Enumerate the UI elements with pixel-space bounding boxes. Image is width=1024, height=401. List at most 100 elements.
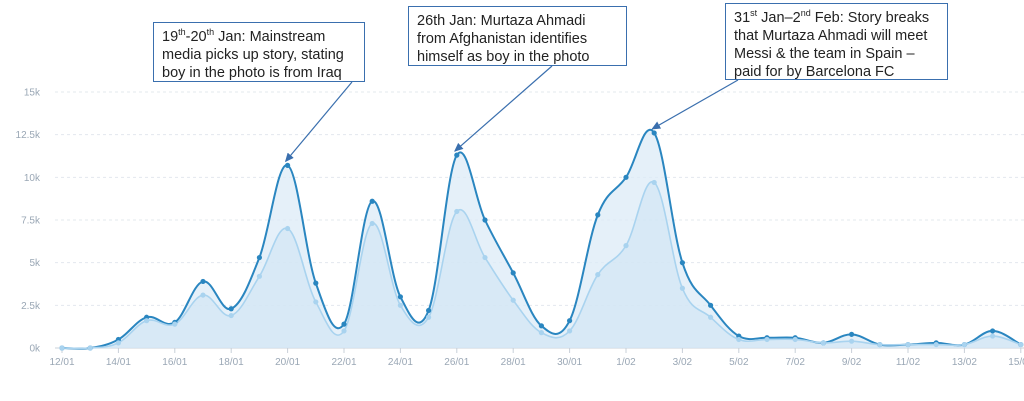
- series-2-point: [849, 338, 855, 344]
- y-tick-label: 15k: [24, 88, 41, 99]
- annotation-arrow: [651, 79, 739, 130]
- series-2-point: [144, 318, 150, 324]
- y-tick-label: 12.5k: [16, 130, 41, 141]
- series-2-area: [62, 181, 1021, 349]
- annotation-3-mid: Jan–2: [757, 10, 801, 26]
- series-2-point: [905, 341, 911, 348]
- x-tick-label: 5/02: [729, 357, 749, 368]
- annotation-2-text: 26th Jan: Murtaza Ahmadi from Afghanista…: [417, 13, 590, 65]
- y-tick-label: 0k: [29, 344, 41, 355]
- series-2-point: [397, 302, 403, 308]
- series-1-point: [708, 302, 714, 308]
- series-1-point: [426, 307, 432, 314]
- series-1-point: [651, 130, 657, 136]
- series-2-point: [679, 285, 686, 291]
- series-2-point: [877, 341, 883, 348]
- series-2-point: [369, 220, 375, 227]
- series-1-point: [397, 294, 403, 300]
- annotation-1-prefix: 19: [162, 29, 179, 45]
- annotation-arrows: [284, 65, 739, 163]
- series-1-point: [482, 217, 488, 223]
- x-tick-label: 3/02: [673, 357, 693, 368]
- series-2-point: [736, 336, 742, 343]
- series-2-point: [341, 328, 347, 334]
- annotation-1-sup2: th: [206, 27, 215, 38]
- x-tick-label: 11/02: [896, 357, 921, 368]
- series-1-point: [313, 280, 319, 286]
- y-tick-label: 7.5k: [21, 216, 41, 227]
- series-2-point: [482, 254, 488, 261]
- series-2-point: [990, 333, 996, 339]
- series-2-point: [59, 345, 65, 351]
- series-2-point: [172, 321, 178, 327]
- x-tick-label: 16/01: [162, 357, 187, 368]
- x-tick-label: 26/01: [444, 357, 469, 368]
- x-tick-label: 14/01: [106, 357, 131, 368]
- series-1-point: [341, 321, 347, 327]
- series-2-point: [256, 273, 262, 279]
- x-tick-label: 15/02: [1008, 357, 1024, 368]
- annotation-box-3: 31st Jan–2nd Feb: Story breaks that Murt…: [725, 3, 948, 80]
- annotation-1-sup1: th: [178, 27, 186, 38]
- annotation-3-prefix: 31: [734, 10, 751, 26]
- series-1-point: [510, 270, 516, 276]
- series-2-point: [567, 328, 573, 334]
- annotation-box-1: 19th-20th Jan: Mainstream media picks up…: [153, 22, 365, 82]
- annotation-arrow: [284, 81, 353, 163]
- annotation-3-text: Feb: Story breaks that Murtaza Ahmadi wi…: [734, 10, 930, 80]
- x-tick-label: 1/02: [616, 357, 636, 368]
- x-axis-labels: 12/01 14/01 16/01 18/01 20/01 22/01 24/01 26/01…: [49, 347, 1024, 368]
- series-1-point: [228, 306, 234, 312]
- series-1-point: [849, 331, 855, 337]
- x-tick-label: 9/02: [842, 357, 862, 368]
- series-1-point: [623, 174, 629, 180]
- x-tick-label: 12/01: [49, 357, 74, 368]
- series-2-point: [285, 225, 291, 232]
- y-tick-label: 5k: [29, 258, 41, 269]
- series-2-point: [228, 312, 234, 319]
- series-2-point: [820, 340, 827, 346]
- annotation-arrow: [454, 65, 553, 152]
- series-2-point: [595, 272, 601, 278]
- series-2-point: [115, 340, 121, 346]
- series-2-point: [961, 341, 968, 348]
- y-tick-label: 10k: [24, 173, 41, 184]
- series-2-point: [764, 336, 770, 343]
- series-2-point: [651, 179, 657, 186]
- series-1-point: [369, 198, 375, 204]
- series-areas: [62, 129, 1021, 349]
- x-tick-label: 7/02: [785, 357, 805, 368]
- series-1-point: [454, 152, 460, 158]
- x-tick-label: 22/01: [331, 357, 356, 368]
- annotation-box-2: 26th Jan: Murtaza Ahmadi from Afghanista…: [408, 6, 627, 66]
- series-1-point: [538, 323, 545, 329]
- series-2-point: [454, 208, 460, 215]
- annotation-3-sup2: nd: [800, 8, 811, 19]
- series-2-point: [200, 292, 206, 298]
- x-tick-label: 13/02: [952, 357, 977, 368]
- x-tick-label: 24/01: [388, 357, 413, 368]
- series-1-point: [679, 260, 686, 266]
- series-2-point: [1018, 341, 1024, 348]
- series-1-point: [200, 278, 206, 285]
- series-1-point: [990, 328, 996, 334]
- y-tick-label: 2.5k: [21, 301, 41, 312]
- series-1-point: [285, 162, 291, 168]
- annotation-1-mid: -20: [185, 29, 207, 45]
- y-axis-labels: 0k 2.5k 5k 7.5k 10k 12.5k 15k: [16, 88, 41, 355]
- series-1-point: [256, 254, 262, 261]
- series-2-point: [708, 314, 714, 320]
- x-tick-label: 30/01: [557, 357, 582, 368]
- series-1-point: [567, 318, 573, 324]
- annotation-1-text: Jan: Mainstream media picks up story, st…: [162, 29, 344, 81]
- series-1-line: [61, 129, 1022, 350]
- series-2-point: [426, 314, 432, 320]
- series-2-point: [87, 345, 93, 351]
- series-points: [59, 130, 1024, 351]
- series-2-point: [510, 297, 516, 303]
- annotation-3-sup1: st: [750, 8, 758, 19]
- series-1-point: [595, 212, 601, 218]
- series-2-point: [538, 330, 545, 336]
- series-2-point: [623, 243, 629, 249]
